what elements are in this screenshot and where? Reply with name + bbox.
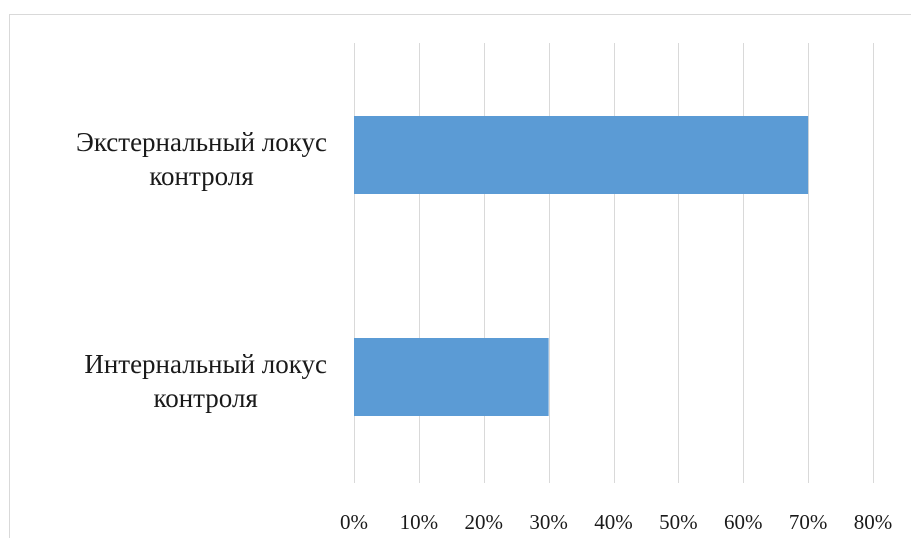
x-tick-label: 50% <box>659 510 698 534</box>
bar <box>354 338 549 416</box>
category-label: Интернальный локус <box>84 349 327 379</box>
x-tick-label: 30% <box>529 510 568 534</box>
chart-border <box>9 14 911 538</box>
x-axis-tick-labels: 0% 10% 20% 30% 40% 50% 60% 70% 80% <box>340 510 892 534</box>
x-tick-label: 70% <box>789 510 828 534</box>
category-label-line2: контроля <box>149 161 253 191</box>
bar <box>354 116 809 194</box>
x-tick-label: 0% <box>340 510 368 534</box>
x-tick-label: 60% <box>724 510 763 534</box>
x-tick-label: 40% <box>594 510 633 534</box>
x-tick-label: 10% <box>400 510 439 534</box>
x-tick-label: 20% <box>465 510 504 534</box>
category-labels: Экстернальный локус контроля Интернальный … <box>76 127 327 413</box>
category-label: Экстернальный локус <box>76 127 327 157</box>
x-tick-label: 80% <box>854 510 893 534</box>
bars <box>354 116 809 416</box>
grid-lines <box>354 43 874 483</box>
category-label-line2: контроля <box>153 383 257 413</box>
